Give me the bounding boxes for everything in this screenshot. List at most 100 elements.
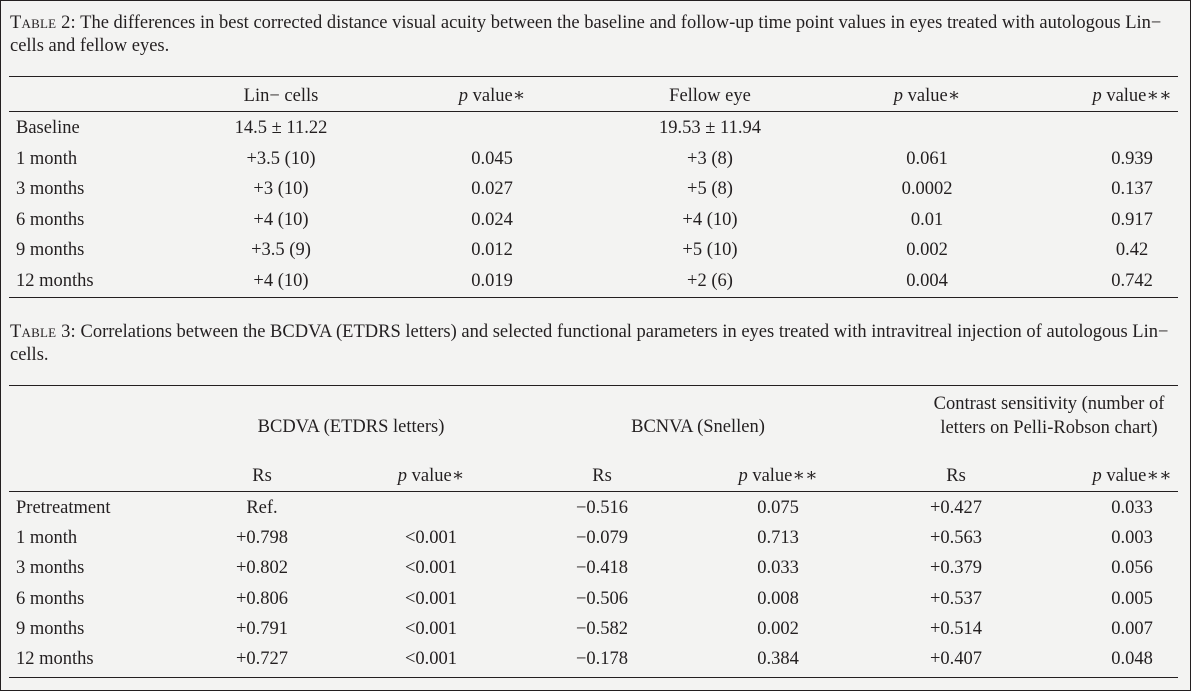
table3-top-rule: [9, 385, 1178, 386]
t3-cell-p2: 0.002: [757, 618, 799, 639]
table2-caption-text: The differences in best corrected distan…: [10, 13, 1162, 56]
t3-cell-p3: 0.033: [1111, 498, 1153, 518]
t2-cell-p1: 0.019: [471, 270, 513, 291]
table2-header-rule: [9, 111, 1178, 112]
t2-cell-fellow: 19.53 ± 11.94: [659, 118, 761, 138]
t2-cell-p1: 0.012: [471, 240, 513, 260]
t2-cell-p3: 0.137: [1111, 179, 1153, 199]
t3-cell-p2: 0.075: [757, 498, 799, 518]
table3-caption: Table 3: Correlations between the BCDVA …: [10, 321, 1180, 367]
t3-cell-rs3: +0.407: [929, 649, 983, 669]
t3-row-label: 12 months: [16, 649, 94, 669]
t3-cell-rs2: −0.582: [575, 618, 629, 639]
t3-group-bcnva: BCNVA (Snellen): [631, 417, 765, 437]
t2-cell-p2: 0.004: [906, 270, 948, 291]
t3-cell-rs1: Ref.: [246, 498, 278, 518]
t3-cell-p3: 0.007: [1111, 618, 1153, 639]
table3-header-rule: [9, 491, 1178, 492]
t2-cell-p1: 0.045: [471, 148, 513, 169]
t2-cell-lin: +3 (10): [253, 179, 309, 199]
t3-sub-rs2: Rs: [592, 466, 612, 486]
t2-header-p3: p value∗∗: [1092, 86, 1172, 106]
t3-cell-rs2: −0.079: [575, 528, 629, 549]
t2-cell-p2: 0.01: [910, 209, 944, 230]
t2-header-lin: Lin− cells: [243, 86, 319, 106]
t2-cell-lin: +3.5 (10): [246, 148, 316, 169]
t3-cell-p1: <0.001: [404, 588, 458, 609]
t2-cell-fellow: +5 (10): [682, 240, 738, 260]
t3-cell-rs1: +0.791: [235, 618, 289, 639]
t3-sub-p2: p value∗∗: [738, 466, 818, 486]
t2-cell-p1: 0.024: [471, 209, 513, 230]
t2-row-label: 1 month: [16, 148, 78, 169]
table2-top-rule: [9, 76, 1178, 77]
t3-cell-rs2: −0.516: [575, 498, 629, 518]
t2-cell-fellow: +5 (8): [687, 179, 733, 199]
t2-cell-p2: 0.0002: [901, 179, 953, 199]
t3-cell-rs1: +0.727: [235, 649, 289, 669]
t3-row-label: 3 months: [16, 558, 85, 579]
t3-row-label: 1 month: [16, 528, 78, 549]
table3-caption-text: Correlations between the BCDVA (ETDRS le…: [10, 322, 1169, 365]
t2-cell-p3: 0.917: [1111, 209, 1153, 230]
t3-cell-p2: 0.008: [757, 588, 799, 609]
t3-sub-rs3: Rs: [946, 466, 966, 486]
t3-cell-rs3: +0.563: [929, 528, 983, 549]
t3-cell-rs3: +0.514: [929, 618, 983, 639]
t2-header-fellow: Fellow eye: [669, 86, 751, 106]
t3-cell-rs1: +0.802: [235, 558, 289, 579]
table2-caption: Table 2: The differences in best correct…: [10, 12, 1180, 58]
t3-cell-rs3: +0.537: [929, 588, 983, 609]
t2-row-label: 6 months: [16, 209, 85, 230]
t3-cell-p1: <0.001: [404, 528, 458, 549]
t3-cell-p2: 0.713: [757, 528, 799, 549]
t2-cell-lin: 14.5 ± 11.22: [234, 118, 328, 138]
t3-row-label: Pretreatment: [16, 498, 111, 518]
t3-cell-p3: 0.003: [1111, 528, 1153, 549]
t3-cell-rs2: −0.178: [575, 649, 629, 669]
table2-label: Table 2:: [10, 13, 76, 33]
t3-cell-rs3: +0.379: [929, 558, 983, 579]
t2-cell-p3: 0.42: [1115, 240, 1149, 260]
t2-cell-p2: 0.002: [906, 240, 948, 260]
t3-cell-p2: 0.384: [757, 649, 799, 669]
table3-label: Table 3:: [10, 322, 76, 342]
t2-cell-lin: +4 (10): [253, 270, 309, 291]
t2-row-label: Baseline: [16, 118, 80, 138]
t3-group-bcdva: BCDVA (ETDRS letters): [257, 417, 445, 437]
t2-cell-p3: 0.742: [1111, 270, 1153, 291]
t3-cell-rs1: +0.806: [235, 588, 289, 609]
t2-cell-fellow: +3 (8): [687, 148, 733, 169]
t3-group-contrast: Contrast sensitivity (number of letters …: [933, 394, 1165, 438]
t3-cell-rs2: −0.418: [575, 558, 629, 579]
t3-cell-p1: <0.001: [404, 558, 458, 579]
t2-cell-fellow: +4 (10): [682, 209, 738, 230]
t3-cell-p1: <0.001: [404, 649, 458, 669]
t3-cell-p3: 0.005: [1111, 588, 1153, 609]
t2-cell-fellow: +2 (6): [687, 270, 733, 291]
t2-header-p1: p value∗: [458, 86, 526, 106]
t2-cell-lin: +4 (10): [253, 209, 309, 230]
t3-cell-p3: 0.056: [1111, 558, 1153, 579]
t3-cell-rs2: −0.506: [575, 588, 629, 609]
t3-row-label: 6 months: [16, 588, 85, 609]
table3-bottom-rule: [9, 677, 1178, 678]
t3-cell-rs1: +0.798: [235, 528, 289, 549]
table2-bottom-rule: [9, 297, 1178, 298]
t3-row-label: 9 months: [16, 618, 85, 639]
t2-header-p2: p value∗: [893, 86, 961, 106]
t3-sub-p1: p value∗: [397, 466, 465, 486]
t2-cell-p3: 0.939: [1111, 148, 1153, 169]
t3-cell-p3: 0.048: [1111, 649, 1153, 669]
t2-row-label: 3 months: [16, 179, 85, 199]
t3-cell-rs3: +0.427: [929, 498, 983, 518]
t3-cell-p1: <0.001: [404, 618, 458, 639]
t3-sub-p3: p value∗∗: [1092, 466, 1172, 486]
t2-cell-p1: 0.027: [471, 179, 513, 199]
t2-row-label: 12 months: [16, 270, 94, 291]
t3-sub-rs1: Rs: [252, 466, 272, 486]
t2-cell-lin: +3.5 (9): [251, 240, 311, 260]
t2-cell-p2: 0.061: [906, 148, 948, 169]
t2-row-label: 9 months: [16, 240, 85, 260]
